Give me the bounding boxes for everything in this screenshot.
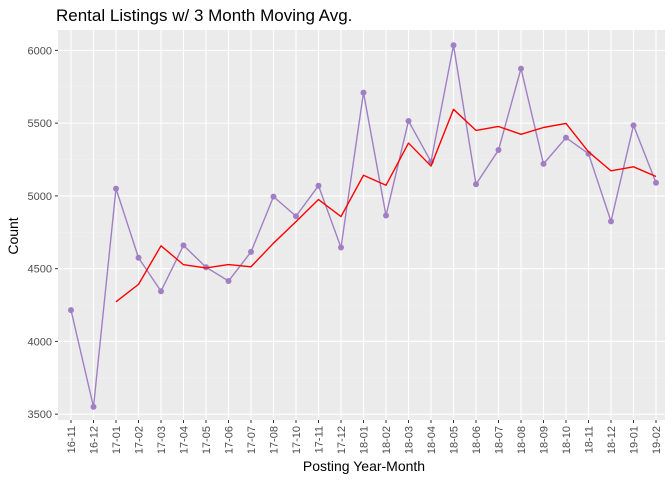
- moving-average-line: [115, 108, 657, 303]
- data-point: [383, 212, 389, 219]
- x-tick-label: 18-03: [404, 426, 416, 454]
- data-point: [158, 288, 164, 295]
- x-tick-label: 17-10: [291, 426, 303, 454]
- x-tick-label: 19-02: [651, 426, 663, 454]
- data-point: [270, 193, 277, 200]
- y-axis-title: Count: [5, 217, 21, 254]
- x-tick-label: 18-08: [516, 426, 528, 454]
- data-point: [293, 213, 299, 220]
- data-point: [540, 160, 547, 167]
- data-point: [608, 218, 614, 225]
- x-tick-label: 17-03: [156, 426, 168, 454]
- minor-gridlines: [58, 86, 665, 379]
- plot-panel: [58, 30, 665, 420]
- x-tick-label: 19-01: [629, 426, 641, 454]
- x-tick-label: 18-06: [471, 426, 483, 454]
- x-tick-label: 18-04: [426, 426, 438, 454]
- x-tick-label: 17-04: [179, 426, 191, 454]
- data-point: [473, 181, 479, 188]
- data-point: [90, 403, 97, 410]
- data-point: [630, 122, 637, 129]
- x-tick-label: 16-11: [66, 426, 78, 453]
- data-point: [495, 147, 502, 154]
- x-tick-label: 18-11: [584, 426, 596, 453]
- x-tick-label: 18-07: [494, 426, 506, 454]
- series-layer: [68, 42, 659, 410]
- y-tick-label: 4500: [28, 264, 52, 276]
- x-tick-label: 18-12: [606, 426, 618, 454]
- major-gridlines: [58, 30, 665, 420]
- data-point: [360, 89, 367, 96]
- y-tick-label: 5500: [28, 118, 52, 130]
- x-axis: 16-11 16-12 17-01 17-02 17-03 17-04 17-05 17-06…: [66, 420, 663, 454]
- x-tick-label: 17-07: [246, 426, 258, 454]
- data-point: [450, 42, 457, 49]
- data-point: [315, 182, 322, 189]
- x-tick-label: 17-06: [224, 426, 236, 454]
- data-point: [113, 185, 119, 192]
- x-axis-title: Posting Year-Month: [303, 458, 425, 474]
- data-point: [180, 242, 187, 249]
- data-point: [225, 278, 232, 285]
- x-tick-label: 18-05: [449, 426, 461, 454]
- chart-title: Rental Listings w/ 3 Month Moving Avg.: [56, 6, 352, 25]
- data-point: [405, 117, 412, 124]
- x-tick-label: 17-01: [111, 426, 123, 454]
- x-tick-label: 18-02: [381, 426, 393, 454]
- data-point: [203, 264, 209, 271]
- x-tick-label: 17-12: [336, 426, 348, 454]
- x-tick-label: 17-02: [134, 426, 146, 454]
- y-tick-label: 5000: [28, 191, 52, 203]
- y-tick-label: 3500: [28, 409, 52, 421]
- data-point: [563, 134, 569, 141]
- x-tick-label: 17-05: [201, 426, 213, 454]
- x-tick-label: 18-09: [539, 426, 551, 454]
- data-point: [518, 65, 524, 72]
- x-tick-label: 17-11: [314, 426, 326, 453]
- monthly-series: [68, 42, 659, 410]
- x-tick-label: 18-10: [561, 426, 573, 454]
- y-tick-label: 6000: [28, 45, 52, 57]
- x-tick-label: 16-12: [89, 426, 101, 454]
- x-tick-label: 18-01: [359, 426, 371, 454]
- data-point: [248, 248, 254, 255]
- y-axis: 3500 4000 4500 5000 5500 6000: [28, 45, 58, 421]
- data-point: [338, 244, 344, 251]
- data-point: [68, 307, 74, 314]
- y-tick-label: 4000: [28, 336, 52, 348]
- data-point: [653, 179, 659, 186]
- data-point: [135, 254, 142, 261]
- moving-average-series: [115, 108, 657, 303]
- x-tick-label: 17-08: [269, 426, 281, 454]
